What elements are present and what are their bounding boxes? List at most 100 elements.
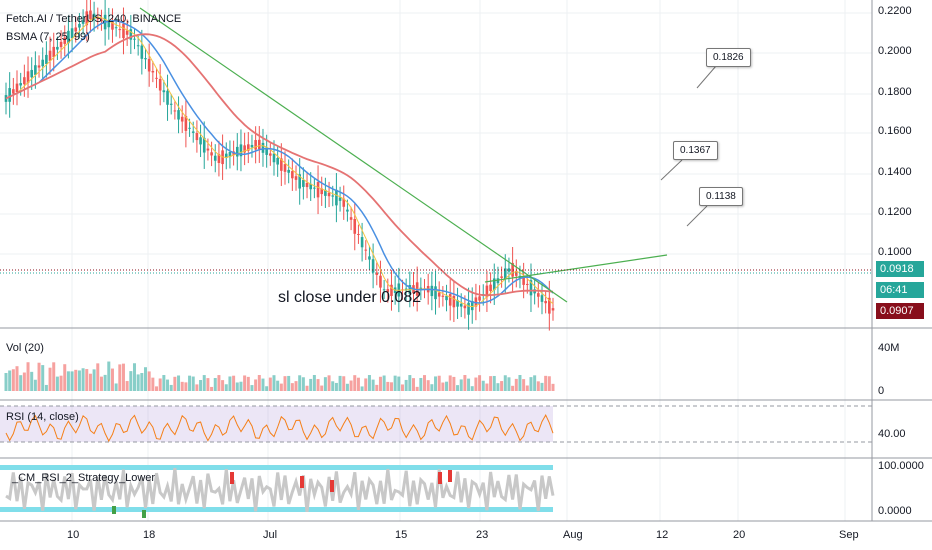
volume-bar	[239, 381, 243, 391]
volume-bar	[514, 378, 518, 391]
volume-bar	[121, 363, 125, 391]
last-price-tag: 0.0918	[876, 261, 924, 277]
candle-body	[360, 237, 364, 248]
candle-body	[56, 46, 59, 50]
volume-bar	[265, 386, 269, 391]
volume-bar	[408, 375, 412, 391]
time-tick: 18	[143, 529, 156, 541]
volume-bar	[298, 375, 302, 391]
volume-bar	[184, 382, 188, 391]
price-tick: 0.1800	[878, 86, 912, 98]
candle-body	[496, 278, 500, 284]
sl-annotation: sl close under 0.082	[278, 289, 422, 306]
volume-bar	[151, 377, 155, 391]
volume-bar	[228, 376, 232, 391]
volume-bar	[478, 375, 482, 391]
volume-bar	[85, 369, 89, 391]
volume-bar	[30, 371, 34, 391]
candle-body	[166, 90, 169, 105]
volume-bar	[15, 366, 19, 391]
target-callout-3[interactable]: 0.1138	[699, 187, 743, 206]
candle-body	[452, 295, 456, 308]
candle-body	[41, 59, 45, 67]
trendline-up	[484, 254, 668, 283]
candle-body	[129, 29, 133, 40]
time-tick: Jul	[263, 529, 278, 541]
volume-bar	[144, 367, 148, 391]
ma-mid-line	[5, 20, 554, 304]
strategy-line	[5, 467, 555, 512]
volume-bar	[195, 384, 199, 391]
volume-bar	[107, 361, 111, 391]
countdown-tag: 06:41	[876, 282, 924, 298]
volume-bar	[507, 377, 511, 391]
trendline-down	[139, 7, 568, 303]
volume-bar	[140, 373, 144, 391]
volume-bar	[397, 376, 401, 391]
volume-bar	[470, 386, 474, 391]
candle-body	[224, 153, 228, 159]
volume-bar	[334, 382, 338, 391]
candle-body	[478, 296, 481, 301]
candle-body	[210, 152, 213, 156]
candle-body	[445, 295, 448, 301]
volume-bar	[272, 375, 276, 391]
candle-body	[78, 23, 81, 28]
volume-bar	[364, 378, 368, 391]
volume-bar	[437, 375, 441, 391]
candle-body	[379, 275, 382, 288]
volume-bar	[474, 377, 478, 391]
volume-bar	[452, 376, 456, 391]
strategy-signal-down	[230, 472, 234, 484]
time-tick: Sep	[839, 529, 859, 541]
symbol-title[interactable]: Fetch.AI / TetherUS, 240, BINANCE	[6, 13, 182, 25]
callout-pointer	[696, 65, 717, 89]
rsi-line	[5, 414, 554, 443]
volume-bar	[188, 375, 192, 391]
volume-bar	[411, 378, 415, 391]
target-callout-1[interactable]: 0.1826	[706, 48, 751, 67]
rsi-label[interactable]: RSI (14, close)	[6, 411, 79, 423]
candle-body	[217, 154, 221, 163]
strategy-upper-band	[0, 465, 553, 470]
volume-bar	[232, 375, 236, 391]
strategy-label[interactable]: _CM_RSI_2_Strategy_Lower	[12, 472, 156, 484]
target-callout-2[interactable]: 0.1367	[673, 141, 718, 160]
volume-bar	[261, 378, 265, 391]
volume-bar	[349, 380, 353, 391]
ma-study-label[interactable]: BSMA (7, 25, 99)	[6, 31, 90, 43]
volume-bar	[114, 383, 118, 391]
volume-bar	[22, 372, 26, 391]
candle-body	[375, 272, 379, 275]
candle-body	[291, 171, 294, 179]
candle-body	[342, 198, 346, 207]
candle-body	[151, 71, 155, 73]
candle-body	[92, 13, 96, 20]
volume-bar	[283, 376, 287, 391]
candle-body	[96, 17, 100, 20]
candle-body	[459, 303, 463, 307]
volume-bar	[217, 375, 221, 391]
volume-label[interactable]: Vol (20)	[6, 342, 44, 354]
candle-body	[239, 144, 243, 157]
candle-body	[23, 77, 26, 85]
volume-bar	[551, 383, 555, 391]
candle-body	[19, 83, 22, 86]
candle-body	[269, 153, 272, 156]
time-tick: 15	[395, 529, 408, 541]
volume-bar	[533, 375, 537, 391]
candle-body	[147, 58, 151, 72]
candle-body	[313, 187, 316, 189]
volume-bar	[224, 384, 228, 391]
candle-body	[500, 276, 503, 278]
volume-bar	[536, 381, 540, 391]
volume-bar	[345, 383, 349, 391]
candle-body	[441, 295, 445, 297]
volume-bar	[386, 381, 390, 391]
candle-body	[34, 65, 37, 75]
volume-bar	[463, 375, 467, 391]
candle-body	[430, 285, 434, 297]
volume-bar	[52, 362, 56, 391]
candle-body	[280, 158, 283, 171]
